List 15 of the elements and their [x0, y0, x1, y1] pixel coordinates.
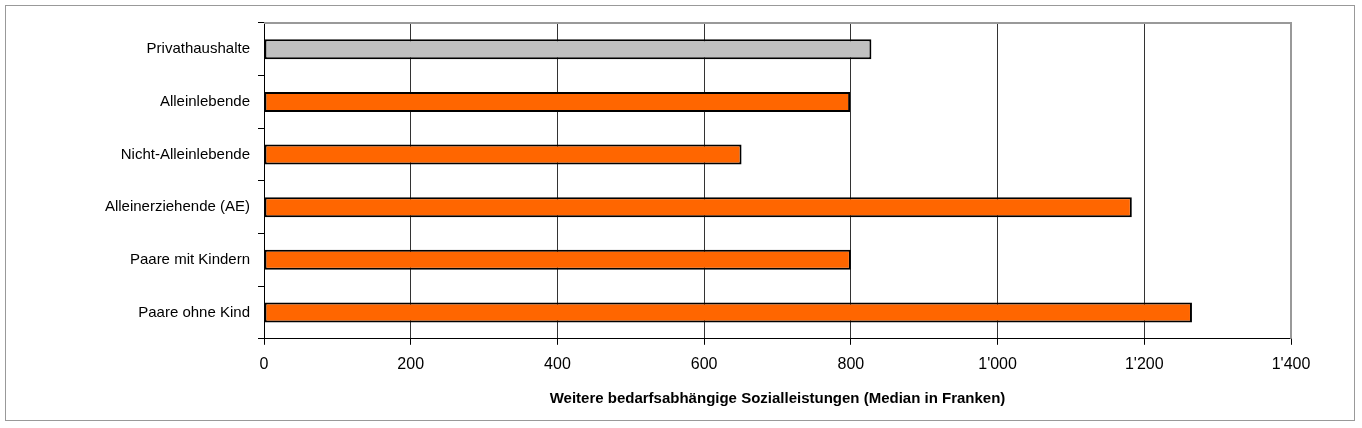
- x-tick-label: 800: [837, 354, 865, 372]
- y-tick-label: Paare ohne Kind: [138, 302, 250, 320]
- x-tick-label: 1'200: [1124, 354, 1164, 372]
- x-tick-label: 0: [259, 354, 269, 372]
- y-tick-label: Privathaushalte: [146, 39, 250, 57]
- x-tick-label: 600: [690, 354, 718, 372]
- x-tick-label: 1'400: [1271, 354, 1311, 372]
- y-tick-label: Alleinerziehende (AE): [104, 197, 250, 215]
- y-tick-label: Alleinlebende: [159, 92, 250, 110]
- x-axis-title: Weitere bedarfsabhängige Sozialleistungen (Median in Franken): [549, 389, 1006, 407]
- x-tick-label: 200: [397, 354, 425, 372]
- x-tick-label: 1'000: [978, 354, 1017, 372]
- x-tick-label: 400: [544, 354, 571, 372]
- y-tick-label: Paare mit Kindern: [129, 249, 250, 267]
- y-tick-label: Nicht-Alleinlebende: [120, 144, 250, 162]
